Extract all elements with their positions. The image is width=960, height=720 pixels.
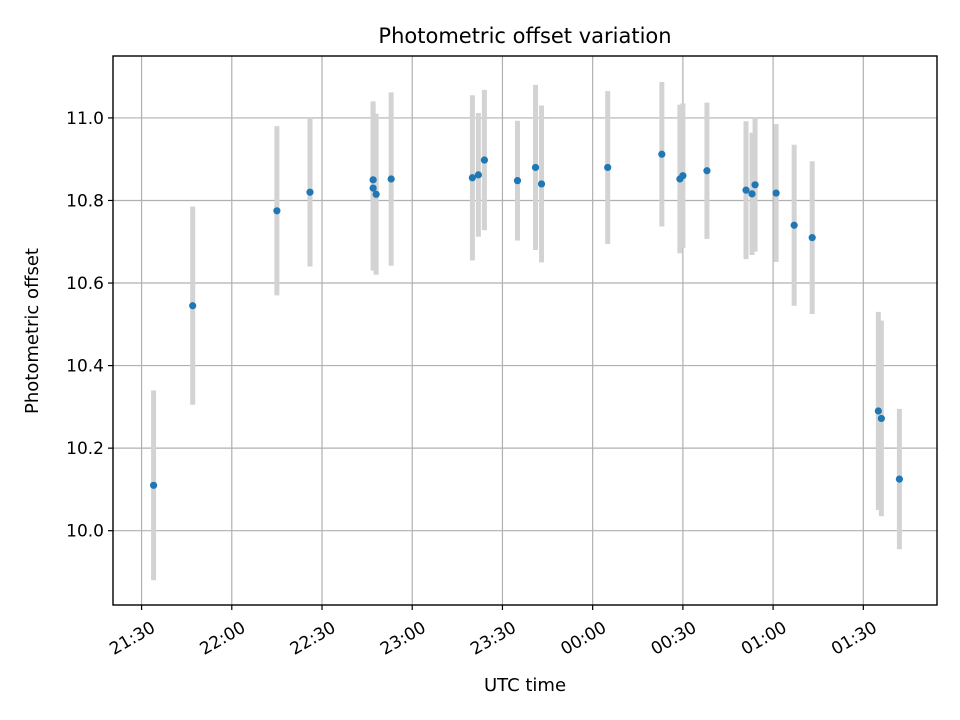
data-point (808, 234, 816, 242)
y-tick-label: 11.0 (66, 109, 104, 129)
data-point (531, 163, 540, 172)
plot-frame (112, 55, 938, 606)
data-point (513, 177, 522, 185)
data-point (748, 190, 756, 198)
data-point (372, 190, 380, 198)
data-point (790, 221, 798, 229)
y-tick-label: 10.8 (66, 191, 104, 211)
data-point (604, 163, 612, 172)
chart-title: Photometric offset variation (378, 24, 671, 48)
data-points (149, 150, 904, 489)
data-point (369, 184, 377, 192)
data-point (742, 186, 750, 194)
data-point (703, 167, 711, 175)
data-point (387, 175, 395, 183)
data-point (772, 189, 780, 197)
data-point (474, 171, 482, 179)
data-point (468, 174, 476, 182)
data-point (306, 188, 314, 196)
data-point (751, 181, 759, 189)
data-point (189, 302, 197, 310)
grid (113, 56, 937, 605)
y-tick-label: 10.4 (66, 357, 104, 377)
y-axis-label: Photometric offset (22, 248, 43, 414)
y-tick-label: 10.0 (66, 522, 104, 542)
data-point (877, 414, 885, 423)
data-point (480, 156, 489, 164)
data-point (537, 180, 546, 188)
y-axis-ticks: 10.0 10.2 10.4 10.6 10.8 11.0 (66, 109, 113, 542)
data-point (149, 481, 158, 489)
y-tick-label: 10.6 (66, 274, 104, 294)
data-point (273, 207, 281, 215)
data-point (679, 172, 687, 180)
x-axis-label: UTC time (484, 675, 566, 696)
data-point (369, 176, 377, 184)
data-point (658, 150, 666, 158)
y-tick-label: 10.2 (66, 439, 104, 459)
data-point (874, 407, 882, 415)
data-point (895, 475, 904, 483)
